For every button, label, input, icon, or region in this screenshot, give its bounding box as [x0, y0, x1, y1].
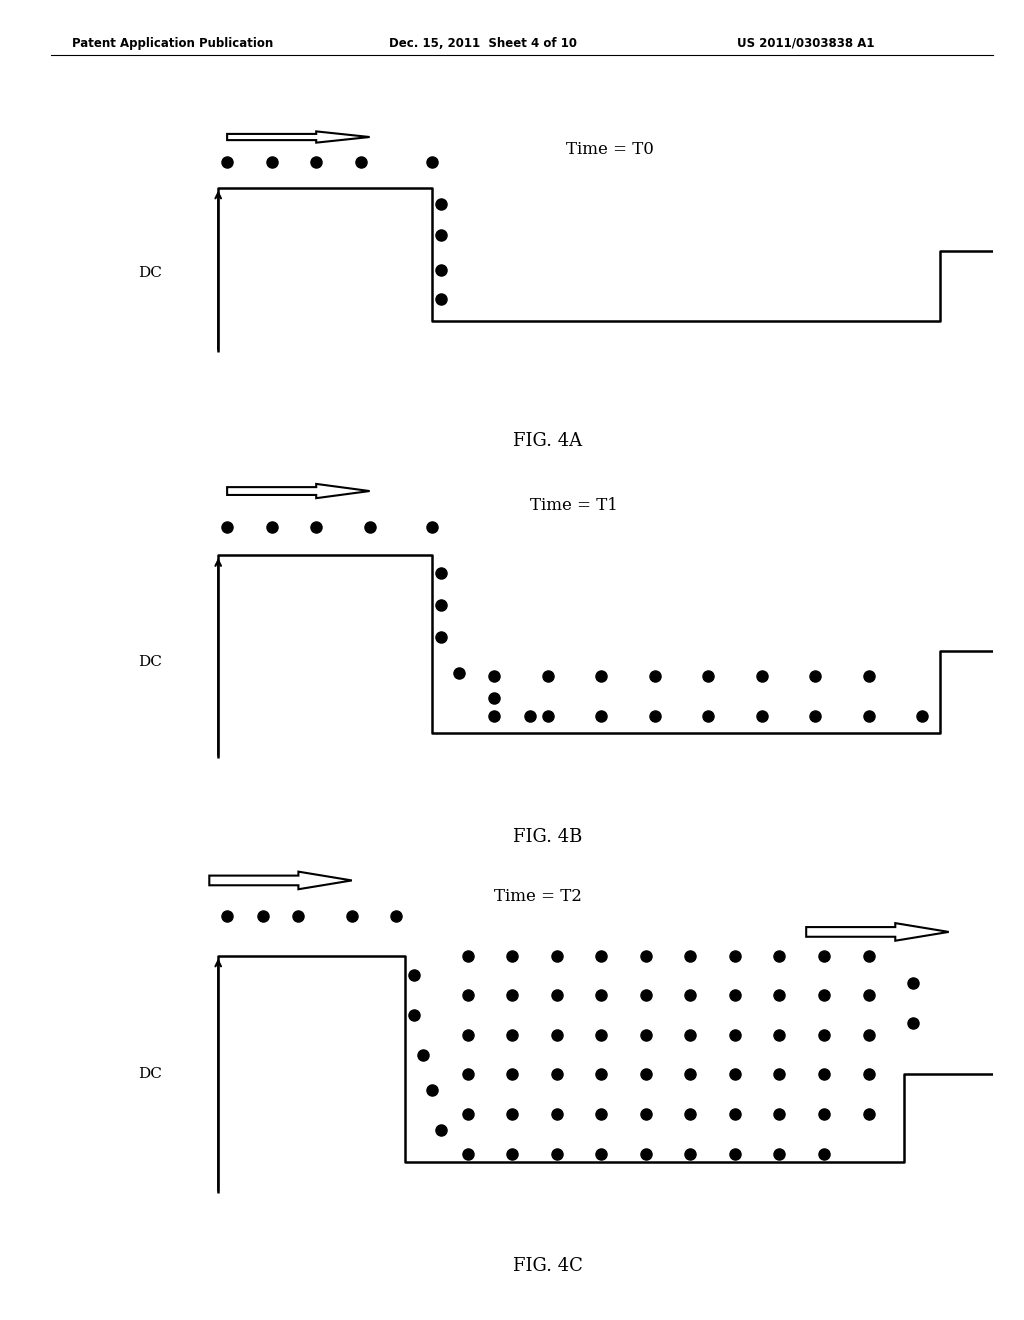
Text: DC: DC [138, 267, 162, 280]
Polygon shape [209, 871, 352, 890]
Text: Patent Application Publication: Patent Application Publication [72, 37, 273, 50]
Text: FIG. 4A: FIG. 4A [513, 432, 583, 450]
Text: DC: DC [138, 655, 162, 669]
Text: Time = T0: Time = T0 [565, 141, 653, 158]
Text: FIG. 4C: FIG. 4C [513, 1257, 583, 1275]
Text: DC: DC [138, 1068, 162, 1081]
Text: Time = T1: Time = T1 [530, 496, 617, 513]
Polygon shape [806, 923, 948, 941]
Text: US 2011/0303838 A1: US 2011/0303838 A1 [737, 37, 874, 50]
Polygon shape [227, 484, 370, 498]
Polygon shape [227, 132, 370, 143]
Text: Time = T2: Time = T2 [495, 888, 583, 904]
Text: FIG. 4B: FIG. 4B [513, 828, 583, 846]
Text: Dec. 15, 2011  Sheet 4 of 10: Dec. 15, 2011 Sheet 4 of 10 [389, 37, 578, 50]
